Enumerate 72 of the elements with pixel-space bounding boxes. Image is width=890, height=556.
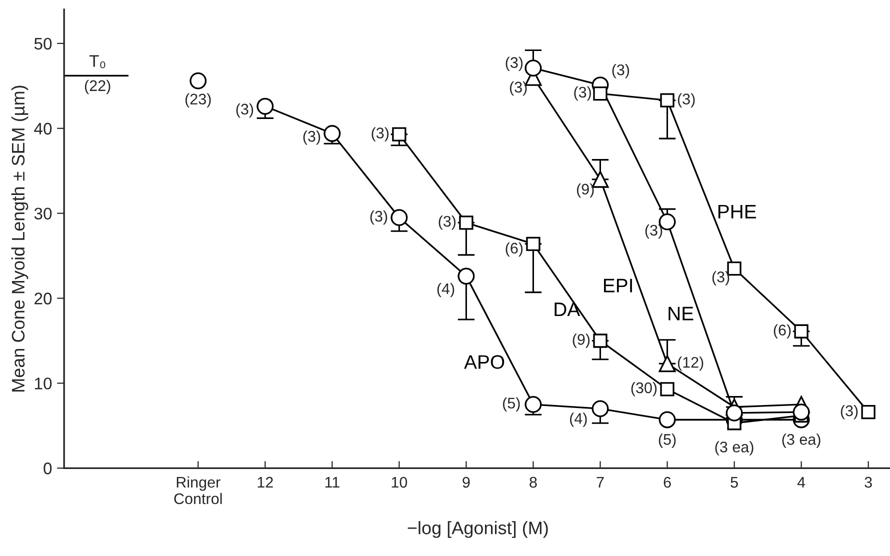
- annotation: (3 ea): [782, 434, 820, 448]
- y-tick-label: 40: [34, 122, 52, 135]
- x-axis-title: −log [Agonist] (M): [408, 521, 548, 538]
- annotation: (23): [185, 93, 211, 108]
- annotation: (9): [576, 183, 594, 198]
- x-tick-label: 5: [730, 477, 738, 488]
- y-tick-label: 20: [34, 292, 52, 304]
- point: [658, 411, 676, 428]
- point: [459, 216, 474, 230]
- y-axis-title: Mean Cone Myoid Length ± SEM (µm): [11, 86, 28, 392]
- point: [861, 405, 876, 420]
- x-tick-label: 3: [864, 476, 872, 488]
- point: [390, 209, 408, 226]
- annotation: (3): [574, 86, 591, 101]
- annotation: (3): [372, 127, 389, 142]
- series-label: PHE: [718, 204, 756, 218]
- annotation: (3): [510, 81, 527, 96]
- series-label: NE: [668, 306, 694, 320]
- x-tick-label: 12: [258, 476, 273, 488]
- annotation: (3): [438, 216, 456, 230]
- annotation: (9): [572, 334, 590, 348]
- series-label: EPI: [604, 278, 632, 292]
- point: [658, 355, 676, 372]
- point: [524, 396, 542, 413]
- y-tick-label: 10: [35, 378, 52, 390]
- y-tick-label: 30: [34, 208, 52, 220]
- ref-line-label: T₀: [89, 55, 106, 68]
- annotation: (4): [437, 282, 454, 298]
- point: [458, 268, 475, 285]
- y-tick-label: 0: [44, 462, 52, 474]
- point: [660, 93, 674, 108]
- point: [794, 324, 808, 338]
- x-tick-label: 9: [462, 476, 470, 488]
- point: [592, 400, 609, 418]
- annotation: (3): [370, 210, 388, 225]
- point: [392, 127, 406, 142]
- annotation: (22): [84, 80, 110, 94]
- point: [526, 236, 540, 251]
- point: [792, 404, 810, 421]
- annotation: (5): [503, 397, 520, 412]
- point: [190, 72, 207, 90]
- annotation: (3): [678, 93, 695, 108]
- point: [660, 382, 674, 396]
- point: [324, 124, 341, 142]
- series-label: APO: [464, 355, 504, 369]
- y-tick-label: 50: [34, 38, 52, 50]
- annotation: (5): [658, 434, 676, 448]
- annotation: (3): [612, 64, 630, 78]
- annotation: (3): [506, 56, 523, 72]
- annotation: (3): [236, 103, 254, 118]
- annotation: (12): [678, 356, 704, 371]
- x-tick-label: Ringer Control: [174, 476, 222, 504]
- annotation: (3): [712, 271, 730, 286]
- point: [726, 404, 743, 422]
- x-tick-label: 11: [325, 477, 340, 488]
- point: [524, 60, 542, 77]
- annotation: (3): [645, 224, 662, 239]
- x-tick-label: 8: [530, 476, 537, 488]
- x-tick-label: 4: [797, 477, 806, 488]
- point: [256, 98, 274, 115]
- point: [593, 86, 608, 101]
- annotation: (6): [506, 242, 523, 257]
- annotation: (6): [774, 324, 791, 339]
- x-tick-label: 7: [596, 477, 604, 488]
- x-tick-label: 10: [392, 476, 408, 488]
- x-tick-label: 6: [664, 476, 671, 488]
- annotation: (3 ea): [715, 441, 754, 456]
- annotation: (30): [631, 382, 657, 396]
- annotation: (3): [303, 130, 320, 145]
- annotation: (3): [840, 404, 858, 420]
- annotation: (4): [570, 412, 587, 427]
- point: [593, 334, 608, 348]
